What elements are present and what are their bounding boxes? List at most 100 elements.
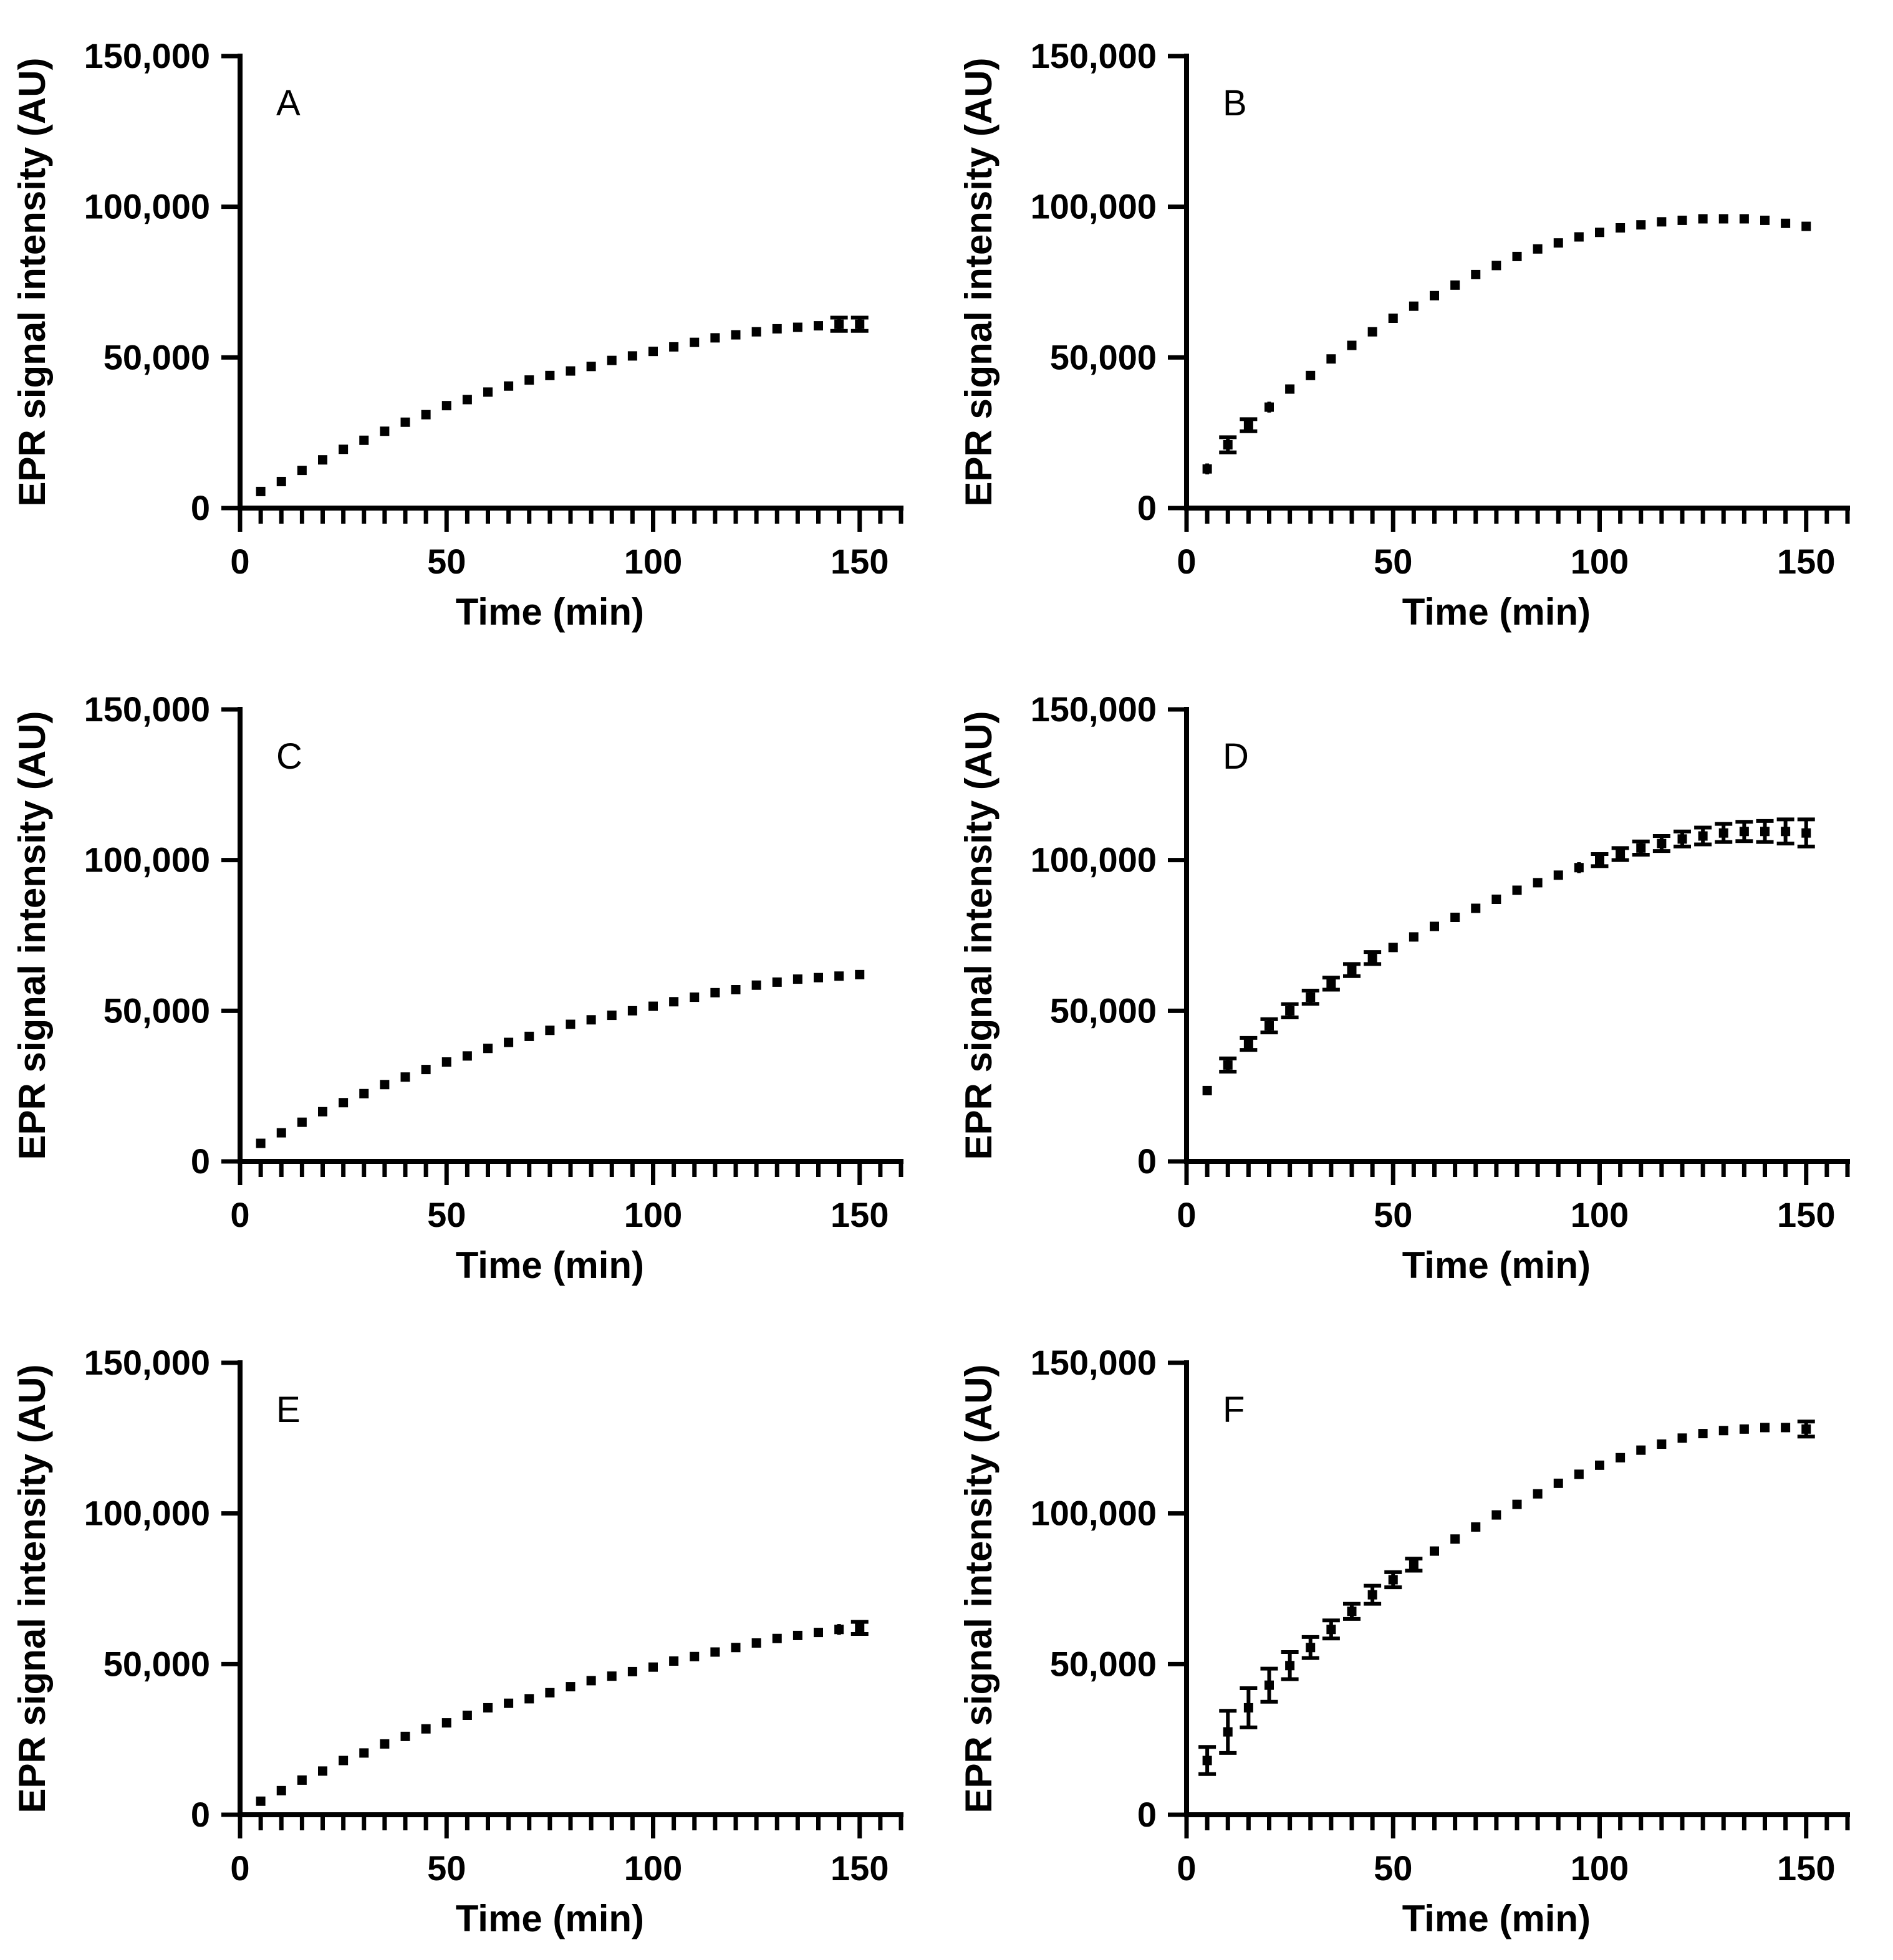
data-point-marker bbox=[339, 444, 349, 454]
data-point-marker bbox=[669, 997, 679, 1007]
y-axis-title: EPR signal intensity (AU) bbox=[958, 1364, 999, 1813]
data-point-marker bbox=[669, 342, 679, 352]
y-tick-label: 100,000 bbox=[84, 840, 210, 880]
y-tick-label: 150,000 bbox=[1031, 689, 1157, 729]
data-point-marker bbox=[421, 1065, 431, 1075]
axes bbox=[238, 1360, 903, 1817]
data-point-marker bbox=[648, 347, 658, 357]
data-point-marker bbox=[1718, 1426, 1728, 1436]
data-point-marker bbox=[1471, 269, 1481, 279]
data-point-marker bbox=[380, 1739, 390, 1749]
data-point-marker bbox=[1347, 1607, 1357, 1617]
data-point-marker bbox=[586, 1015, 596, 1025]
x-ticks bbox=[1184, 1164, 1850, 1185]
data-point-marker bbox=[380, 426, 390, 436]
data-point-marker bbox=[1636, 220, 1646, 230]
data-point-marker bbox=[1677, 834, 1687, 844]
data-point-marker bbox=[545, 1688, 555, 1698]
panel-e: 0 50 100 150 0 50,000 100,000 150,000 Time (min)… bbox=[0, 1307, 946, 1960]
data-point-marker bbox=[586, 1676, 596, 1686]
x-axis-title: Time (min) bbox=[1402, 1898, 1591, 1939]
data-point-marker bbox=[256, 1796, 266, 1806]
y-tick-label: 150,000 bbox=[1031, 36, 1157, 75]
data-point-marker bbox=[1760, 827, 1770, 837]
data-point-marker bbox=[1450, 913, 1460, 922]
y-tick-label: 50,000 bbox=[1050, 1644, 1157, 1683]
y-tick-label: 100,000 bbox=[1031, 1494, 1157, 1533]
data-point-marker bbox=[339, 1098, 349, 1108]
y-axis-title: EPR signal intensity (AU) bbox=[958, 57, 999, 506]
data-point-marker bbox=[276, 476, 286, 486]
axes bbox=[238, 707, 903, 1164]
axes bbox=[1184, 707, 1850, 1164]
x-tick-label: 150 bbox=[1777, 1195, 1835, 1234]
data-point-marker bbox=[1512, 251, 1522, 261]
data-point-marker bbox=[400, 1072, 410, 1082]
data-point-marker bbox=[814, 321, 823, 331]
panel-c: 0 50 100 150 0 50,000 100,000 150,000 Time (min)… bbox=[0, 653, 946, 1307]
data-points bbox=[1202, 827, 1811, 1095]
panel-a: 0 50 100 150 0 50,000 100,000 150,000 Time (min)… bbox=[0, 0, 946, 653]
y-tick-label: 100,000 bbox=[1031, 840, 1157, 880]
x-tick-label: 0 bbox=[230, 542, 249, 581]
panel-letter: F bbox=[1223, 1390, 1245, 1430]
data-point-marker bbox=[792, 974, 802, 984]
y-axis-title: EPR signal intensity (AU) bbox=[11, 1364, 53, 1813]
y-tick-label: 50,000 bbox=[104, 1644, 210, 1683]
panel-f: 0 50 100 150 0 50,000 100,000 150,000 Time (min)… bbox=[946, 1307, 1893, 1960]
data-point-marker bbox=[1553, 238, 1563, 248]
data-point-marker bbox=[1781, 827, 1791, 837]
data-point-marker bbox=[1781, 218, 1791, 228]
data-point-marker bbox=[441, 1057, 451, 1067]
panel-letter: E bbox=[276, 1390, 301, 1430]
data-point-marker bbox=[1326, 979, 1336, 989]
data-point-marker bbox=[566, 1682, 576, 1692]
data-point-marker bbox=[1512, 1499, 1522, 1509]
data-point-marker bbox=[566, 1019, 576, 1029]
x-tick-label: 0 bbox=[1177, 1848, 1196, 1888]
x-tick-label: 50 bbox=[427, 1195, 466, 1234]
y-tick-label: 0 bbox=[191, 1795, 210, 1834]
x-tick-label: 100 bbox=[1571, 1195, 1629, 1234]
data-point-marker bbox=[1409, 301, 1419, 311]
epr-chart-panel-d: 0 50 100 150 0 50,000 100,000 150,000 Time (min)… bbox=[958, 689, 1850, 1286]
y-tick-label: 100,000 bbox=[84, 187, 210, 226]
data-point-marker bbox=[524, 375, 534, 385]
x-tick-label: 50 bbox=[427, 542, 466, 581]
data-point-marker bbox=[1657, 1439, 1667, 1449]
data-point-marker bbox=[607, 1011, 617, 1021]
data-point-marker bbox=[690, 337, 700, 347]
data-point-marker bbox=[524, 1694, 534, 1704]
data-point-marker bbox=[462, 1051, 472, 1061]
data-point-marker bbox=[297, 1775, 307, 1785]
data-point-marker bbox=[1595, 1460, 1604, 1470]
data-point-marker bbox=[1409, 1560, 1419, 1570]
data-point-marker bbox=[1223, 440, 1233, 449]
data-point-marker bbox=[1801, 828, 1811, 838]
data-point-marker bbox=[545, 370, 555, 380]
data-point-marker bbox=[855, 319, 865, 329]
data-point-marker bbox=[1450, 1534, 1460, 1544]
data-point-marker bbox=[1718, 828, 1728, 838]
x-tick-label: 100 bbox=[1571, 1848, 1629, 1888]
data-point-marker bbox=[627, 351, 637, 361]
x-tick-label: 150 bbox=[831, 1195, 889, 1234]
data-point-marker bbox=[545, 1026, 555, 1035]
data-point-marker bbox=[1326, 1625, 1336, 1635]
data-point-marker bbox=[1533, 244, 1543, 254]
data-point-marker bbox=[1430, 1546, 1439, 1556]
data-point-marker bbox=[421, 1724, 431, 1734]
x-tick-label: 0 bbox=[1177, 1195, 1196, 1234]
data-point-marker bbox=[1760, 1423, 1770, 1433]
data-point-marker bbox=[359, 435, 369, 445]
y-axis-title: EPR signal intensity (AU) bbox=[11, 57, 53, 506]
data-point-marker bbox=[627, 1666, 637, 1676]
data-point-marker bbox=[792, 322, 802, 332]
data-point-marker bbox=[1677, 215, 1687, 225]
data-point-marker bbox=[1264, 402, 1274, 412]
data-point-marker bbox=[297, 1117, 307, 1127]
data-point-marker bbox=[1285, 384, 1295, 394]
y-ticks bbox=[1168, 54, 1184, 511]
data-point-marker bbox=[441, 401, 451, 411]
data-point-marker bbox=[1471, 903, 1481, 913]
